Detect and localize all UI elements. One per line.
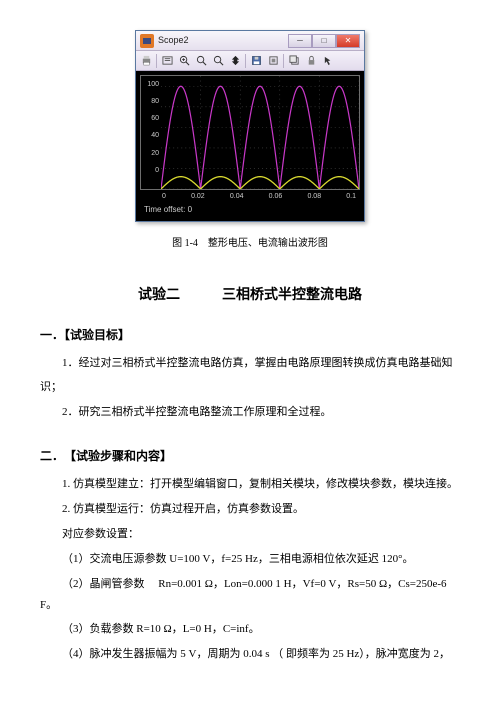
close-button[interactable]: ✕ <box>336 34 360 48</box>
section-2-para-2: 2. 仿真模型运行：仿真过程开启，仿真参数设置。 <box>40 499 460 520</box>
select-icon[interactable] <box>321 54 335 68</box>
y-axis: 100 80 60 40 20 0 <box>141 76 161 189</box>
section-1-para-1b: 识； <box>40 377 460 398</box>
lock-icon[interactable] <box>304 54 318 68</box>
param-item-1: （1）交流电压源参数 U=100 V，f=25 Hz，三相电源相位依次延迟 12… <box>40 549 460 570</box>
param-item-4: （4）脉冲发生器振幅为 5 V，周期为 0.04 s （ 即频率为 25 Hz）… <box>40 644 460 665</box>
y-tick: 100 <box>141 78 159 91</box>
minimize-button[interactable]: ─ <box>288 34 312 48</box>
section-2-heading: 二． 【试验步骤和内容】 <box>40 445 460 468</box>
restore-icon[interactable] <box>266 54 280 68</box>
matlab-icon <box>140 34 154 48</box>
figure-caption: 图 1-4 整形电压、电流输出波形图 <box>40 234 460 253</box>
print-icon[interactable] <box>139 54 153 68</box>
section-2-para-1: 1. 仿真模型建立：打开模型编辑窗口，复制相关模块，修改模块参数，模块连接。 <box>40 474 460 495</box>
section-1-para-1a: 1．经过对三相桥式半控整流电路仿真，掌握由电路原理图转换成仿真电路基础知 <box>40 353 460 374</box>
zoom-y-icon[interactable] <box>211 54 225 68</box>
scope-toolbar <box>136 51 364 71</box>
window-title: Scope2 <box>158 32 288 49</box>
x-tick: 0.04 <box>230 190 244 200</box>
x-tick: 0.08 <box>307 190 321 200</box>
x-tick: 0.1 <box>346 190 356 200</box>
zoom-x-icon[interactable] <box>194 54 208 68</box>
x-tick: 0.06 <box>269 190 283 200</box>
scope-window: Scope2 ─ □ ✕ <box>135 30 365 222</box>
waveform-plot <box>161 76 359 189</box>
window-titlebar: Scope2 ─ □ ✕ <box>136 31 364 51</box>
zoom-in-icon[interactable] <box>177 54 191 68</box>
param-item-3: （3）负载参数 R=10 Ω，L=0 H，C=inf。 <box>40 619 460 640</box>
time-offset-label: Time offset: 0 <box>140 200 360 219</box>
float-icon[interactable] <box>287 54 301 68</box>
param-item-2: （2）晶闸管参数 Rn=0.001 Ω，Lon=0.000 1 H，Vf=0 V… <box>40 574 460 616</box>
y-tick: 20 <box>141 147 159 160</box>
section-1-heading: 一．【试验目标】 <box>40 324 460 347</box>
section-2-para-3: 对应参数设置： <box>40 524 460 545</box>
y-tick: 0 <box>141 164 159 177</box>
experiment-title: 试验二 三相桥式半控整流电路 <box>40 281 460 308</box>
section-1-para-2: 2．研究三相桥式半控整流电路整流工作原理和全过程。 <box>40 402 460 423</box>
y-tick: 60 <box>141 112 159 125</box>
y-tick: 80 <box>141 95 159 108</box>
x-axis: 0 0.02 0.04 0.06 0.08 0.1 <box>140 190 360 200</box>
y-tick: 40 <box>141 129 159 142</box>
scope-plot-area: 100 80 60 40 20 0 0 0.02 0.04 0.06 0.08 … <box>136 71 364 221</box>
params-icon[interactable] <box>160 54 174 68</box>
x-tick: 0 <box>162 190 166 200</box>
save-icon[interactable] <box>249 54 263 68</box>
scope-figure: Scope2 ─ □ ✕ <box>40 30 460 222</box>
maximize-button[interactable]: □ <box>312 34 336 48</box>
autoscale-icon[interactable] <box>228 54 242 68</box>
x-tick: 0.02 <box>191 190 205 200</box>
